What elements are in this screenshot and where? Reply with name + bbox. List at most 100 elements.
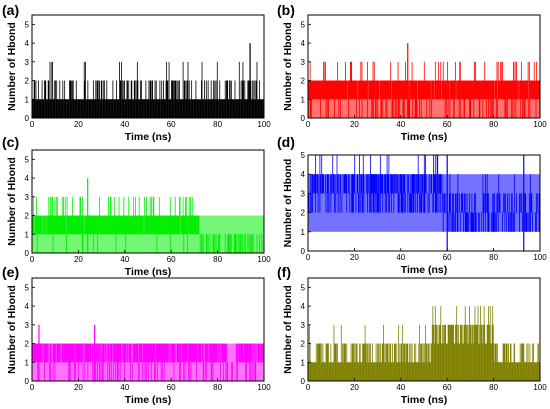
x-tick-label-c: 40: [120, 255, 129, 264]
x-tick-label-c: 20: [74, 255, 83, 264]
x-tick-label-a: 80: [213, 120, 222, 129]
y-axis-title-f: Number of Hbond: [282, 285, 294, 374]
x-tick-label-a: 60: [167, 120, 176, 129]
y-tick-label-b: 0: [301, 114, 306, 123]
y-axis-title-e: Number of Hbond: [6, 285, 18, 374]
panel-label-d: (d): [277, 134, 295, 150]
series-e: [31, 343, 265, 381]
y-tick-label-d: 5: [301, 151, 306, 160]
x-tick-label-f: 80: [489, 383, 498, 392]
x-axis-title-b: Time (ns): [401, 131, 447, 143]
plot-frame-b: [307, 14, 541, 119]
panel-label-e: (e): [2, 264, 19, 280]
y-axis-title-b: Number of Hbond: [282, 22, 294, 111]
y-tick-label-a: 3: [25, 58, 30, 67]
x-tick-label-f: 100: [533, 383, 547, 392]
y-axis-title-a: Number of Hbond: [6, 22, 18, 111]
panel-d: (d) 0 1 2 3 4 5 0 20 40 60 80 100 Time (ns) Number of …: [277, 134, 547, 276]
y-tick-label-f: 4: [301, 302, 306, 311]
y-tick-label-f: 1: [301, 358, 306, 367]
y-tick-label-a: 1: [25, 95, 30, 104]
y-tick-label-e: 2: [25, 340, 30, 349]
y-tick-label-c: 4: [25, 174, 30, 183]
plot-frame-a: [31, 14, 265, 119]
y-tick-label-d: 1: [301, 228, 306, 237]
y-tick-label-b: 1: [301, 95, 306, 104]
panel-e: (e) 0 1 2 3 4 5 0 20 40 60 80 100 Time (ns) Number of …: [2, 264, 271, 406]
y-tick-label-d: 4: [301, 170, 306, 179]
x-tick-label-b: 60: [443, 120, 452, 129]
y-tick-label-b: 5: [301, 20, 306, 29]
x-tick-label-e: 100: [257, 383, 271, 392]
y-tick-label-c: 3: [25, 193, 30, 202]
panel-f: (f) 0 1 2 3 4 5 0 20 40 60 80 100 Time (ns) Number of …: [277, 264, 547, 406]
panel-c: (c) 0 1 2 3 4 5 0 20 40 60 80 100 Time (ns) Number of …: [2, 134, 271, 278]
y-tick-label-e: 5: [25, 283, 30, 292]
y-tick-label-b: 2: [301, 77, 306, 86]
plot-frame-d: [307, 154, 541, 252]
y-tick-label-f: 3: [301, 321, 306, 330]
y-tick-label-c: 0: [25, 249, 30, 258]
x-axis-title-e: Time (ns): [125, 394, 171, 406]
x-tick-label-b: 0: [306, 120, 311, 129]
plot-frame-f: [307, 277, 541, 382]
x-tick-label-a: 0: [30, 120, 35, 129]
plot-frame-e: [31, 277, 265, 382]
y-tick-label-c: 2: [25, 212, 30, 221]
x-tick-label-e: 60: [167, 383, 176, 392]
x-tick-label-f: 0: [306, 383, 311, 392]
plot-frame-c: [31, 149, 265, 254]
y-tick-label-f: 0: [301, 377, 306, 386]
panel-a: (a) 0 1 2 3 4 5 0 20 40 60 80 100 Time (ns) Number of …: [2, 2, 271, 143]
series-a: [31, 61, 265, 118]
x-tick-label-b: 20: [350, 120, 359, 129]
x-tick-label-f: 40: [396, 383, 405, 392]
y-tick-label-a: 5: [25, 20, 30, 29]
x-tick-label-c: 80: [213, 255, 222, 264]
y-tick-label-f: 5: [301, 283, 306, 292]
x-tick-label-c: 0: [30, 255, 35, 264]
y-tick-label-e: 0: [25, 377, 30, 386]
x-tick-label-a: 100: [257, 120, 271, 129]
x-tick-label-d: 0: [306, 253, 311, 262]
x-tick-label-d: 100: [533, 253, 547, 262]
panel-b: (b) 0 1 2 3 4 5 0 20 40 60 80 100 Time (ns) Number of …: [277, 2, 547, 143]
x-axis-title-d: Time (ns): [401, 264, 447, 276]
x-tick-label-e: 20: [74, 383, 83, 392]
y-tick-label-e: 4: [25, 302, 30, 311]
x-tick-label-d: 40: [396, 253, 405, 262]
x-tick-label-c: 60: [167, 255, 176, 264]
panel-label-a: (a): [2, 2, 19, 18]
x-tick-label-f: 60: [443, 383, 452, 392]
x-tick-label-e: 0: [30, 383, 35, 392]
x-tick-label-a: 40: [120, 120, 129, 129]
y-axis-title-c: Number of Hbond: [6, 157, 18, 246]
x-tick-label-e: 40: [120, 383, 129, 392]
y-tick-label-d: 0: [301, 247, 306, 256]
y-tick-label-d: 3: [301, 189, 306, 198]
y-tick-label-c: 5: [25, 155, 30, 164]
x-tick-label-d: 60: [443, 253, 452, 262]
y-axis-title-d: Number of Hbond: [282, 159, 294, 248]
y-tick-label-a: 0: [25, 114, 30, 123]
x-axis-title-c: Time (ns): [125, 266, 171, 278]
y-tick-label-e: 1: [25, 358, 30, 367]
y-tick-label-c: 1: [25, 230, 30, 239]
series-b: [307, 61, 541, 118]
x-tick-label-d: 20: [350, 253, 359, 262]
x-axis-title-a: Time (ns): [125, 131, 171, 143]
series-f: [307, 306, 541, 381]
x-tick-label-f: 20: [350, 383, 359, 392]
y-tick-label-b: 3: [301, 58, 306, 67]
x-tick-label-b: 100: [533, 120, 547, 129]
x-tick-label-d: 80: [489, 253, 498, 262]
panel-label-f: (f): [277, 264, 291, 280]
x-axis-title-f: Time (ns): [401, 394, 447, 406]
y-tick-label-b: 4: [301, 39, 306, 48]
x-tick-label-b: 80: [489, 120, 498, 129]
y-tick-label-e: 3: [25, 321, 30, 330]
x-tick-label-c: 100: [257, 255, 271, 264]
x-tick-label-e: 80: [213, 383, 222, 392]
y-tick-label-f: 2: [301, 340, 306, 349]
